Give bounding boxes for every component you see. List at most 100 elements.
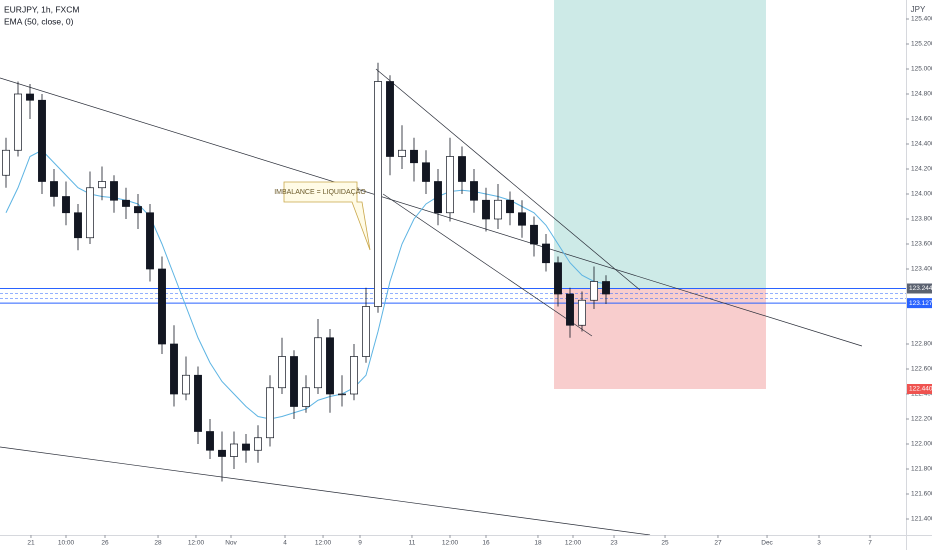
candle-body xyxy=(218,449,226,457)
price-label-bg xyxy=(907,298,932,309)
x-tick-label: 25 xyxy=(661,540,669,547)
x-tick-label: 12:00 xyxy=(442,540,459,547)
y-tick-label: 123.800 xyxy=(911,216,932,223)
x-tick-label: 21 xyxy=(27,540,35,547)
candle-body xyxy=(302,387,310,407)
candle-body xyxy=(518,212,526,226)
candle-body xyxy=(170,343,178,395)
candle-body xyxy=(410,149,418,164)
candle-body xyxy=(434,181,442,214)
y-tick-label: 123.600 xyxy=(911,241,932,248)
x-tick-label: 27 xyxy=(714,540,722,547)
candle-body xyxy=(50,181,58,197)
candle-body xyxy=(110,181,118,201)
y-tick-label: 124.400 xyxy=(911,141,932,148)
y-tick-label: 124.200 xyxy=(911,166,932,173)
candle-body xyxy=(506,199,514,214)
x-tick-label: 16 xyxy=(482,540,490,547)
x-tick-label: 9 xyxy=(358,540,362,547)
x-tick-label: 12:00 xyxy=(188,540,205,547)
candle-body xyxy=(326,337,334,395)
y-tick-label: 124.000 xyxy=(911,191,932,198)
candle-body xyxy=(230,443,238,457)
candle-body xyxy=(602,281,610,295)
candle-body xyxy=(98,181,106,189)
candle-body xyxy=(398,149,406,157)
candle-body xyxy=(314,337,322,389)
candle-body xyxy=(554,262,562,295)
indicator-legend: EMA (50, close, 0) xyxy=(4,16,74,26)
candle-body xyxy=(2,149,10,176)
candle-body xyxy=(278,356,286,389)
price-label: 123.244 xyxy=(909,285,932,292)
candle-body xyxy=(146,212,154,270)
candle-body xyxy=(374,81,382,307)
axes: 125.400 125.200 125.000 124.800 124.600 124.4… xyxy=(27,16,932,547)
y-tick-label: 124.800 xyxy=(911,91,932,98)
x-tick-label: 11 xyxy=(409,540,416,547)
candle-body xyxy=(530,224,538,245)
candle-body xyxy=(158,268,166,345)
profit-zone xyxy=(554,0,766,289)
candle-body xyxy=(62,196,70,214)
annotation: IMBALANCE = LIQUIDAÇÃO xyxy=(274,181,371,251)
candle-body xyxy=(542,243,550,264)
y-tick-label: 125.200 xyxy=(911,41,932,48)
candle-body xyxy=(494,199,502,220)
candle-body xyxy=(422,162,430,182)
candle-body xyxy=(362,306,370,357)
candle-body xyxy=(578,299,586,326)
y-tick-label: 121.800 xyxy=(911,466,932,473)
candle-body xyxy=(86,187,94,239)
y-tick-label: 122.400 xyxy=(911,391,932,398)
x-tick-label: 3 xyxy=(817,540,821,547)
y-tick-label: 125.400 xyxy=(911,16,932,23)
y-tick-label: 123.400 xyxy=(911,266,932,273)
candle-body xyxy=(14,93,22,151)
y-tick-label: 122.200 xyxy=(911,416,932,423)
candle-body xyxy=(338,393,346,396)
candle-body xyxy=(470,181,478,201)
y-tick-label: 121.400 xyxy=(911,516,932,523)
price-label: 123.127 xyxy=(909,300,932,307)
trendline xyxy=(0,77,863,347)
y-tick-label: 125.000 xyxy=(911,66,932,73)
y-tick-label: 122.800 xyxy=(911,341,932,348)
stop-label-bg xyxy=(907,384,932,394)
x-tick-label: 12:00 xyxy=(315,540,332,547)
candle-body xyxy=(122,199,130,207)
trendline xyxy=(375,68,641,291)
candle-body xyxy=(242,443,250,451)
candle-body xyxy=(386,81,394,157)
candle-body xyxy=(458,156,466,182)
currency-label: JPY xyxy=(911,5,926,14)
candle-body xyxy=(590,281,598,301)
x-tick-label: 12:00 xyxy=(565,540,582,547)
trendline xyxy=(382,193,593,337)
chart-title: EURJPY, 1h, FXCM xyxy=(4,4,79,14)
x-tick-label: 7 xyxy=(868,540,872,547)
annotation-text: IMBALANCE = LIQUIDAÇÃO xyxy=(274,187,366,196)
candle-body xyxy=(266,387,274,439)
candle-body xyxy=(254,437,262,451)
x-tick-label: 28 xyxy=(154,540,162,547)
x-tick-label: 4 xyxy=(283,540,287,547)
plot-area xyxy=(0,0,906,535)
candle-body xyxy=(350,356,358,395)
x-tick-label: Dec xyxy=(761,540,773,547)
candle-body xyxy=(26,93,34,101)
candle-body xyxy=(38,99,46,182)
y-tick-label: 122.000 xyxy=(911,441,932,448)
candle-body xyxy=(194,374,202,432)
y-tick-label: 121.600 xyxy=(911,491,932,498)
y-tick-label: 122.600 xyxy=(911,366,932,373)
annotation-callout xyxy=(283,181,371,251)
candle-body xyxy=(566,293,574,326)
x-tick-label: 26 xyxy=(101,540,109,547)
stop-label: 122.440 xyxy=(909,386,932,393)
candle-body xyxy=(182,374,190,395)
candle-body xyxy=(74,212,82,239)
